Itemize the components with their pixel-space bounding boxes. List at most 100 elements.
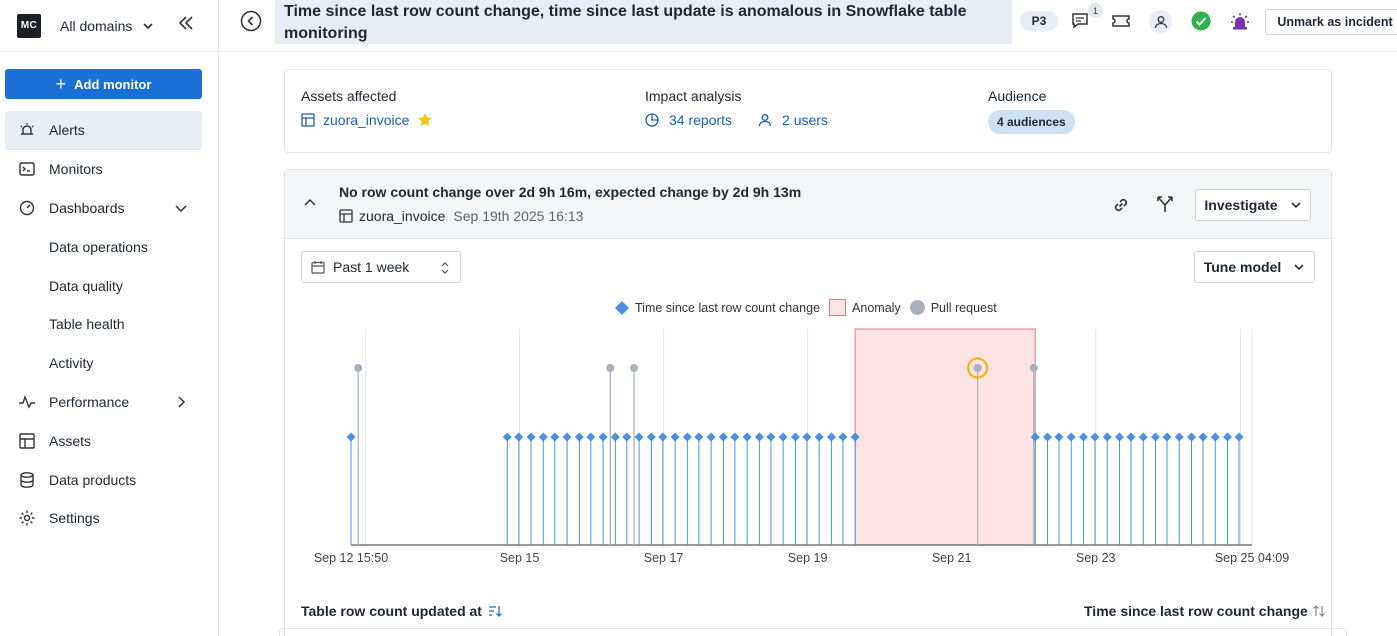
domain-selector[interactable]: All domains: [60, 18, 154, 34]
sidebar-item-alerts[interactable]: Alerts: [5, 111, 202, 150]
series-point: [706, 432, 716, 442]
anomaly-swatch: [829, 299, 847, 316]
status-check-icon[interactable]: [1191, 11, 1211, 31]
series-point: [598, 432, 608, 442]
sidebar-item-label: Alerts: [49, 122, 85, 139]
table-icon: [18, 432, 36, 450]
sidebar-item-monitors[interactable]: Monitors: [5, 150, 202, 189]
chevron-up-icon[interactable]: [303, 196, 317, 210]
column-header-time-since[interactable]: Time since last row count change: [1084, 603, 1326, 619]
investigate-button[interactable]: Investigate: [1195, 189, 1311, 221]
series-point: [658, 432, 668, 442]
sidebar-item-label: Table health: [49, 316, 125, 333]
series-point: [538, 432, 548, 442]
series-point: [1187, 432, 1197, 442]
anomaly-table-name[interactable]: zuora_invoice: [359, 208, 446, 224]
anomaly-date: Sep 19th 2025 16:13: [453, 208, 584, 224]
siren-icon[interactable]: [1230, 11, 1250, 31]
sort-icon[interactable]: [1312, 604, 1326, 618]
sidebar-item-label: Data products: [49, 471, 137, 488]
tune-model-label: Tune model: [1203, 259, 1282, 275]
sidebar-item-activity[interactable]: Activity: [5, 344, 202, 383]
sidebar-item-data-quality[interactable]: Data quality: [5, 266, 202, 305]
anomaly-region: [854, 328, 1036, 546]
pulse-icon: [18, 393, 36, 411]
sidebar-item-label: Dashboards: [49, 199, 125, 216]
collapse-sidebar-icon[interactable]: [176, 13, 196, 33]
series-point: [1234, 432, 1244, 442]
x-tick-label: Sep 25 04:09: [1215, 551, 1289, 565]
pie-chart-icon: [645, 113, 659, 127]
sort-desc-icon[interactable]: [488, 604, 502, 618]
chevron-right-icon: [178, 396, 186, 408]
assets-affected-label: Assets affected: [301, 88, 397, 104]
back-icon[interactable]: [240, 10, 262, 32]
sidebar-item-data-operations[interactable]: Data operations: [5, 227, 202, 266]
pull-request-point: [1029, 364, 1038, 372]
chart-legend: Time since last row count change Anomaly…: [615, 299, 997, 316]
series-point: [1066, 432, 1076, 442]
sidebar-item-data-products[interactable]: Data products: [5, 460, 202, 499]
series-point: [1138, 432, 1148, 442]
series-point: [766, 432, 776, 442]
comment-icon[interactable]: [1070, 11, 1090, 31]
sidebar-item-table-health[interactable]: Table health: [5, 305, 202, 344]
audiences-pill[interactable]: 4 audiences: [988, 110, 1075, 134]
sidebar-item-performance[interactable]: Performance: [5, 383, 202, 422]
brand-logo: MC: [17, 13, 41, 38]
sidebar-item-assets[interactable]: Assets: [5, 421, 202, 460]
chevron-down-icon: [1290, 202, 1301, 209]
add-monitor-button[interactable]: + Add monitor: [5, 69, 202, 99]
sidebar-item-settings[interactable]: Settings: [5, 499, 202, 538]
unmark-incident-button[interactable]: Unmark as incident: [1265, 9, 1397, 35]
legend-item-series[interactable]: Time since last row count change: [615, 300, 820, 315]
highlighted-pull-request-ring: [967, 357, 989, 379]
assignee-avatar[interactable]: [1149, 10, 1172, 33]
series-point: [1174, 432, 1184, 442]
investigate-label: Investigate: [1204, 197, 1278, 213]
table-icon: [339, 209, 353, 223]
link-icon[interactable]: [1111, 195, 1131, 215]
series-point: [778, 432, 788, 442]
sidebar: MC All domains + Add monitor Alerts Moni…: [0, 0, 219, 636]
reports-link[interactable]: 34 reports: [669, 112, 733, 128]
branch-icon[interactable]: [1155, 194, 1175, 214]
series-point: [730, 432, 740, 442]
x-tick-label: Sep 23: [1076, 551, 1116, 565]
domain-selector-label: All domains: [60, 17, 133, 34]
column-header-updated-at[interactable]: Table row count updated at: [301, 603, 502, 619]
legend-label: Pull request: [930, 300, 997, 315]
time-range-select[interactable]: Past 1 week: [301, 251, 461, 283]
summary-card: Assets affected zuora_invoice Impact ana…: [284, 69, 1332, 153]
x-tick-label: Sep 17: [644, 551, 684, 565]
anomaly-chart: Sep 12 15:50 Sep 15 Sep 17 Sep 19 Sep 21 Sep …: [314, 328, 1289, 565]
series-point: [670, 432, 680, 442]
series-point: [634, 432, 644, 442]
time-range-value: Past 1 week: [333, 259, 410, 275]
asset-link[interactable]: zuora_invoice: [323, 112, 410, 128]
series-point: [502, 432, 512, 442]
ticket-icon[interactable]: [1111, 11, 1131, 31]
pull-request-point: [606, 364, 615, 372]
circle-icon: [909, 300, 925, 315]
sidebar-item-dashboards[interactable]: Dashboards: [5, 189, 202, 228]
series-point: [742, 432, 752, 442]
sidebar-header: MC All domains: [0, 0, 218, 52]
chevron-down-icon: [175, 205, 187, 212]
users-link[interactable]: 2 users: [782, 112, 828, 128]
chevron-updown-icon: [441, 262, 449, 274]
star-icon[interactable]: [417, 112, 433, 128]
legend-item-anomaly[interactable]: Anomaly: [829, 299, 901, 316]
priority-badge[interactable]: P3: [1020, 11, 1058, 31]
anomaly-card: No row count change over 2d 9h 16m, expe…: [284, 169, 1332, 636]
incident-title[interactable]: Time since last row count change, time s…: [275, 0, 1012, 44]
series-point: [1126, 432, 1136, 442]
legend-item-pull-request[interactable]: Pull request: [909, 300, 997, 315]
series-point: [838, 432, 848, 442]
assets-affected-section: Assets affected zuora_invoice: [301, 88, 433, 128]
series-point: [610, 432, 620, 442]
series-point: [802, 432, 812, 442]
x-tick-label: Sep 15: [500, 551, 540, 565]
add-monitor-label: Add monitor: [74, 76, 152, 92]
tune-model-button[interactable]: Tune model: [1194, 251, 1315, 283]
